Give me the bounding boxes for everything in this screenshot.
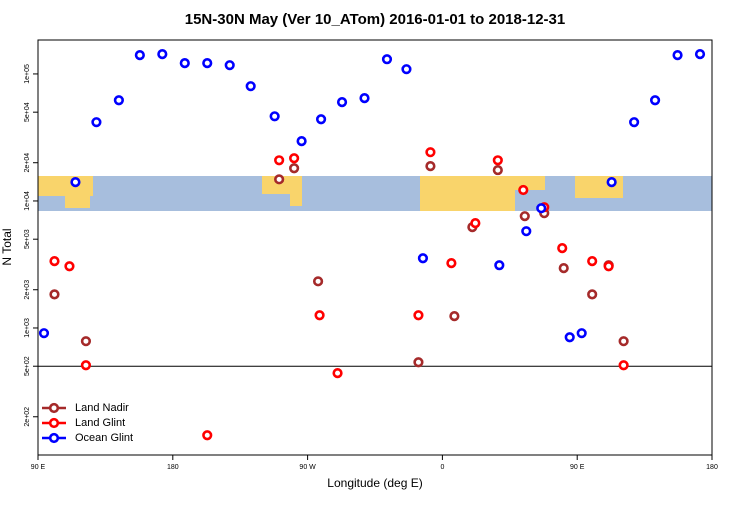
x-tick-label: 180 (706, 464, 718, 471)
point (603, 261, 614, 272)
point (289, 153, 300, 164)
point (134, 50, 145, 61)
point (494, 260, 505, 271)
point (269, 111, 280, 122)
point (296, 135, 307, 147)
point (274, 174, 285, 185)
point (470, 218, 481, 229)
y-tick-label: 5e+04 (24, 102, 31, 122)
y-tick-label: 2e+02 (24, 407, 31, 427)
point (557, 243, 568, 254)
point (587, 289, 598, 300)
point (521, 226, 532, 237)
point (64, 261, 75, 272)
point (606, 177, 617, 188)
point (336, 97, 348, 108)
point (449, 311, 460, 322)
point (315, 114, 327, 125)
point (649, 95, 661, 106)
point (618, 360, 629, 371)
point (332, 368, 343, 379)
point (564, 332, 575, 343)
point (289, 163, 300, 174)
point (179, 58, 190, 69)
chart-title: 15N-30N May (Ver 10_ATom) 2016-01-01 to … (185, 11, 565, 28)
point (359, 93, 370, 104)
point (70, 177, 81, 188)
point (425, 147, 436, 158)
x-tick-label: 0 (440, 464, 444, 471)
point (245, 81, 256, 92)
point (694, 49, 706, 60)
point (91, 117, 102, 128)
point (49, 256, 60, 267)
point (587, 256, 598, 267)
point (629, 117, 640, 128)
point (80, 336, 92, 347)
point (80, 360, 92, 371)
point (618, 336, 629, 347)
point (413, 357, 424, 368)
y-tick-label: 5e+03 (24, 229, 31, 249)
point (314, 310, 325, 321)
x-tick-label: 90 W (299, 464, 316, 471)
point (558, 263, 569, 274)
point (536, 203, 547, 214)
point (157, 49, 168, 60)
point (492, 164, 503, 176)
point (672, 50, 683, 61)
point (113, 95, 124, 106)
point (202, 58, 213, 69)
point (49, 289, 60, 300)
y-tick-label: 2e+04 (24, 153, 31, 173)
point (519, 211, 530, 222)
map-band (38, 176, 712, 211)
point (417, 253, 429, 264)
x-axis-label: Longitude (deg E) (327, 476, 422, 490)
point (576, 328, 587, 339)
y-tick-label: 1e+03 (24, 318, 31, 338)
point (381, 54, 393, 65)
legend-label: Land Nadir (75, 402, 129, 414)
legend-label: Land Glint (75, 417, 125, 429)
point (202, 430, 213, 441)
y-tick-label: 5e+02 (24, 356, 31, 376)
point (224, 60, 235, 71)
y-tick-label: 1e+04 (24, 191, 31, 211)
point (518, 184, 529, 196)
y-tick-label: 2e+03 (24, 280, 31, 300)
x-tick-label: 90 E (570, 464, 585, 471)
point (425, 161, 436, 172)
legend-label: Ocean Glint (75, 432, 133, 444)
point (446, 258, 457, 269)
x-tick-label: 180 (167, 464, 179, 471)
point (401, 64, 412, 75)
legend-marker (48, 432, 60, 444)
point (492, 155, 503, 166)
y-tick-label: 1e+05 (24, 64, 31, 84)
x-tick-label: 90 E (31, 464, 46, 471)
point (38, 328, 50, 339)
legend-marker (48, 417, 60, 429)
plot-frame (37, 39, 713, 456)
point (274, 155, 285, 166)
point (312, 276, 324, 287)
point (413, 310, 424, 321)
legend-marker (48, 402, 60, 414)
y-axis-label: N Total (0, 228, 14, 265)
